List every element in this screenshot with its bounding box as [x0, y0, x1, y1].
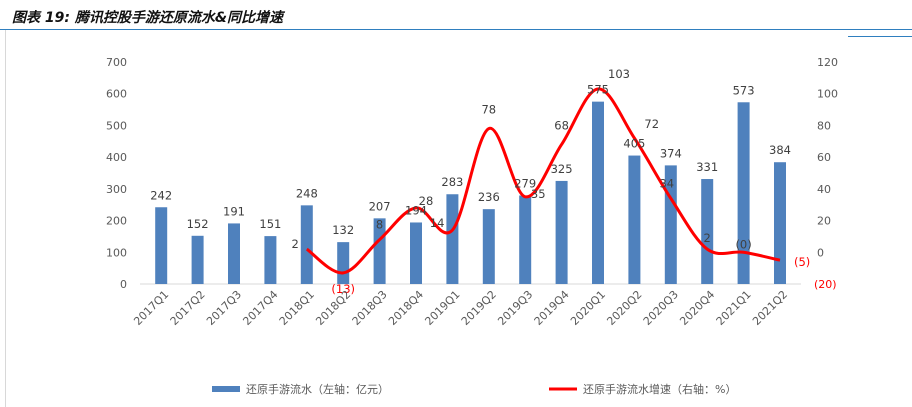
bar-data-labels: 242 152 191 151 248 132 207 194 283 236 279 325 575 4…: [150, 83, 791, 237]
line-value-label: 35: [531, 187, 546, 201]
bar-series: [155, 101, 786, 285]
bar: [191, 235, 204, 284]
bar: [300, 205, 313, 284]
right-tick-label: 0: [817, 246, 824, 259]
line-value-label: 78: [481, 103, 496, 117]
x-tick-label: 2017Q1: [131, 288, 171, 328]
x-tick-label: 2018Q3: [350, 288, 390, 328]
bar-value-label: 279: [514, 177, 536, 191]
legend-bar-swatch: [212, 386, 240, 392]
x-tick-label: 2021Q1: [714, 288, 754, 328]
right-tick-label: 60: [817, 151, 831, 164]
bar-value-label: 132: [332, 223, 354, 237]
bar-value-label: 191: [223, 204, 245, 218]
bar: [482, 209, 495, 284]
bar-value-label: 242: [150, 188, 172, 202]
x-tick-label: 2018Q4: [386, 288, 426, 328]
left-tick-label: 300: [106, 183, 127, 196]
bar: [555, 180, 568, 284]
bar: [446, 194, 459, 284]
left-tick-label: 500: [106, 119, 127, 132]
left-tick-label: 400: [106, 151, 127, 164]
title-rule: [0, 29, 912, 30]
line-value-label: 14: [430, 216, 445, 230]
right-tick-label: 100: [817, 88, 838, 101]
bar: [774, 162, 786, 284]
right-tick-label: 20: [817, 215, 831, 228]
figure-title: 图表 19: 腾讯控股手游还原流水&同比增速: [12, 10, 284, 26]
line-value-label: (0): [735, 237, 751, 251]
line-data-labels: 2 (13) 8 28 14 78 35 68 103 72 34 2 (0) (5): [291, 67, 810, 296]
bar-value-label: 283: [441, 175, 463, 189]
bar-value-label: 152: [187, 217, 209, 231]
bar: [737, 102, 750, 284]
bar-value-label: 207: [369, 199, 391, 213]
line-value-label: (5): [794, 255, 810, 269]
frame-left-border: [5, 30, 6, 407]
bar: [628, 155, 641, 284]
right-tick-label: 80: [817, 119, 831, 132]
right-tick-label: 120: [817, 56, 838, 69]
line-value-label: 72: [644, 117, 659, 131]
line-value-label: 8: [376, 218, 383, 232]
x-tick-label: 2017Q2: [168, 288, 208, 328]
x-tick-label: 2019Q4: [532, 288, 572, 328]
x-tick-label: 2020Q4: [677, 288, 717, 328]
bar-value-label: 151: [259, 217, 281, 231]
legend-line-label: 还原手游流水增速（右轴：%）: [583, 382, 736, 396]
x-tick-label: 2018Q1: [277, 288, 317, 328]
bar: [228, 223, 240, 284]
x-tick-label: 2021Q2: [750, 288, 790, 328]
legend-bar-label: 还原手游流水（左轴：亿元）: [246, 382, 389, 396]
right-tick-label: (20): [814, 278, 837, 291]
growth-line: [305, 87, 781, 275]
bar-value-label: 248: [296, 186, 318, 200]
x-tick-label: 2020Q1: [568, 288, 608, 328]
x-tick-label: 2017Q4: [240, 288, 280, 328]
bar: [519, 195, 532, 284]
bar-value-label: 236: [478, 190, 500, 204]
bar-value-label: 405: [623, 137, 645, 151]
legend: 还原手游流水（左轴：亿元） 还原手游流水增速（右轴：%）: [212, 382, 736, 396]
bar: [337, 242, 350, 284]
bar-value-label: 331: [696, 160, 718, 174]
x-tick-label: 2020Q3: [641, 288, 681, 328]
line-value-label: 68: [554, 118, 569, 132]
bar-value-label: 325: [551, 162, 573, 176]
line-value-label: 28: [419, 194, 434, 208]
left-tick-label: 0: [120, 278, 127, 291]
figure-header: 图表 19: 腾讯控股手游还原流水&同比增速: [0, 0, 912, 37]
x-tick-label: 2017Q3: [204, 288, 244, 328]
left-tick-label: 600: [106, 88, 127, 101]
bar: [410, 222, 422, 284]
line-series: [305, 87, 781, 275]
bar-value-label: 194: [405, 203, 427, 217]
line-value-label: 2: [704, 231, 711, 245]
left-tick-label: 700: [106, 56, 127, 69]
left-axis-ticks: 0 100 200 300 400 500 600 700: [106, 56, 127, 291]
left-tick-label: 200: [106, 215, 127, 228]
x-tick-label: 2020Q2: [604, 288, 644, 328]
bar: [264, 236, 277, 284]
left-tick-label: 100: [106, 246, 127, 259]
bar-value-label: 374: [660, 146, 682, 160]
x-tick-label: 2019Q2: [459, 288, 499, 328]
title-rule-secondary: [848, 36, 912, 37]
x-axis-ticks: 2017Q12017Q22017Q32017Q42018Q12018Q22018…: [131, 288, 790, 328]
x-tick-label: 2019Q3: [495, 288, 535, 328]
right-tick-label: 40: [817, 183, 831, 196]
bar: [701, 179, 714, 284]
x-tick-label: 2019Q1: [422, 288, 462, 328]
line-value-label: (13): [331, 282, 355, 296]
line-value-label: 103: [608, 67, 630, 81]
bar-value-label: 573: [733, 83, 755, 97]
bar-value-label: 384: [769, 143, 791, 157]
line-value-label: 2: [291, 237, 298, 251]
bar: [592, 101, 604, 285]
bar-value-label: 575: [587, 83, 609, 97]
line-value-label: 34: [659, 176, 674, 190]
bar: [155, 207, 168, 284]
right-axis-ticks: (20) 0 20 40 60 80 100 120: [814, 56, 838, 291]
